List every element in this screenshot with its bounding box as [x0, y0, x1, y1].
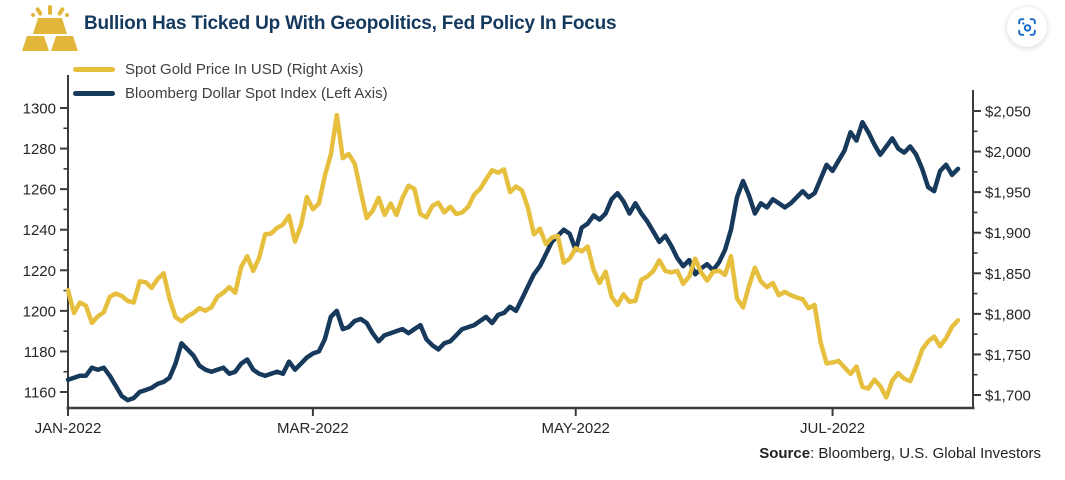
sparkle-ray — [48, 5, 52, 15]
x-axis-month-label: MAY-2022 — [542, 420, 610, 437]
right-axis-tick-label: $1,700 — [985, 388, 1031, 405]
left-axis-tick-label: 1200 — [23, 303, 56, 320]
right-axis-tick-label: $2,000 — [985, 144, 1031, 161]
source-label: Source — [759, 445, 811, 462]
navy-line-swatch — [73, 91, 115, 96]
left-axis-tick-label: 1160 — [24, 385, 56, 402]
source-text: : Bloomberg, U.S. Global Investors — [810, 445, 1041, 462]
legend-label-navy: Bloomberg Dollar Spot Index (Left Axis) — [125, 85, 388, 102]
gold-bars-icon — [22, 5, 78, 53]
sparkle-dot — [31, 13, 35, 17]
x-axis-month-label: MAR-2022 — [277, 420, 349, 437]
gold-line-swatch — [73, 67, 115, 72]
right-axis-tick-label: $1,850 — [985, 266, 1031, 283]
scan-focus-icon — [1018, 18, 1036, 36]
chart-legend: Spot Gold Price In USD (Right Axis) Bloo… — [73, 61, 388, 102]
left-axis-tick-label: 1180 — [24, 344, 56, 361]
legend-item-gold: Spot Gold Price In USD (Right Axis) — [73, 61, 388, 78]
sparkle-ray — [34, 6, 44, 17]
sparkle-dot — [65, 13, 69, 17]
left-axis-tick-label: 1280 — [23, 141, 56, 158]
right-axis-tick-label: $1,900 — [985, 225, 1031, 242]
right-axis-tick-label: $2,050 — [985, 104, 1031, 121]
gold-ingot — [51, 36, 78, 51]
left-axis-tick-label: 1220 — [23, 263, 56, 280]
left-axis-tick-label: 1300 — [23, 101, 56, 118]
left-axis-tick-label: 1260 — [23, 182, 56, 199]
chart-svg: 1300 1280 1260 1240 1220 1200 1180 1160 $2,050 $2… — [23, 75, 1031, 437]
x-axis-month-label: JUL-2022 — [800, 420, 865, 437]
legend-item-navy: Bloomberg Dollar Spot Index (Left Axis) — [73, 85, 388, 102]
page-title: Bullion Has Ticked Up With Geopolitics, … — [84, 13, 617, 34]
gold-ingot — [33, 18, 67, 34]
right-axis-tick-label: $1,950 — [985, 185, 1031, 202]
chart-area: 1300 1280 1260 1240 1220 1200 1180 1160 $2,050 $2… — [0, 55, 1065, 480]
right-axis-tick-label: $1,750 — [985, 347, 1031, 364]
source-note: Source: Bloomberg, U.S. Global Investors — [759, 445, 1041, 462]
gold-price-line — [65, 112, 961, 400]
left-axis-tick-label: 1240 — [23, 222, 56, 239]
right-axis-tick-label: $1,800 — [985, 306, 1031, 323]
dollar-index-line — [65, 119, 961, 403]
zoom-search-button[interactable] — [1007, 7, 1047, 47]
header: Bullion Has Ticked Up With Geopolitics, … — [0, 0, 1065, 56]
gold-ingot — [22, 36, 49, 51]
x-axis-month-label: JAN-2022 — [35, 420, 102, 437]
legend-label-gold: Spot Gold Price In USD (Right Axis) — [125, 61, 364, 78]
sparkle-ray — [56, 6, 66, 17]
